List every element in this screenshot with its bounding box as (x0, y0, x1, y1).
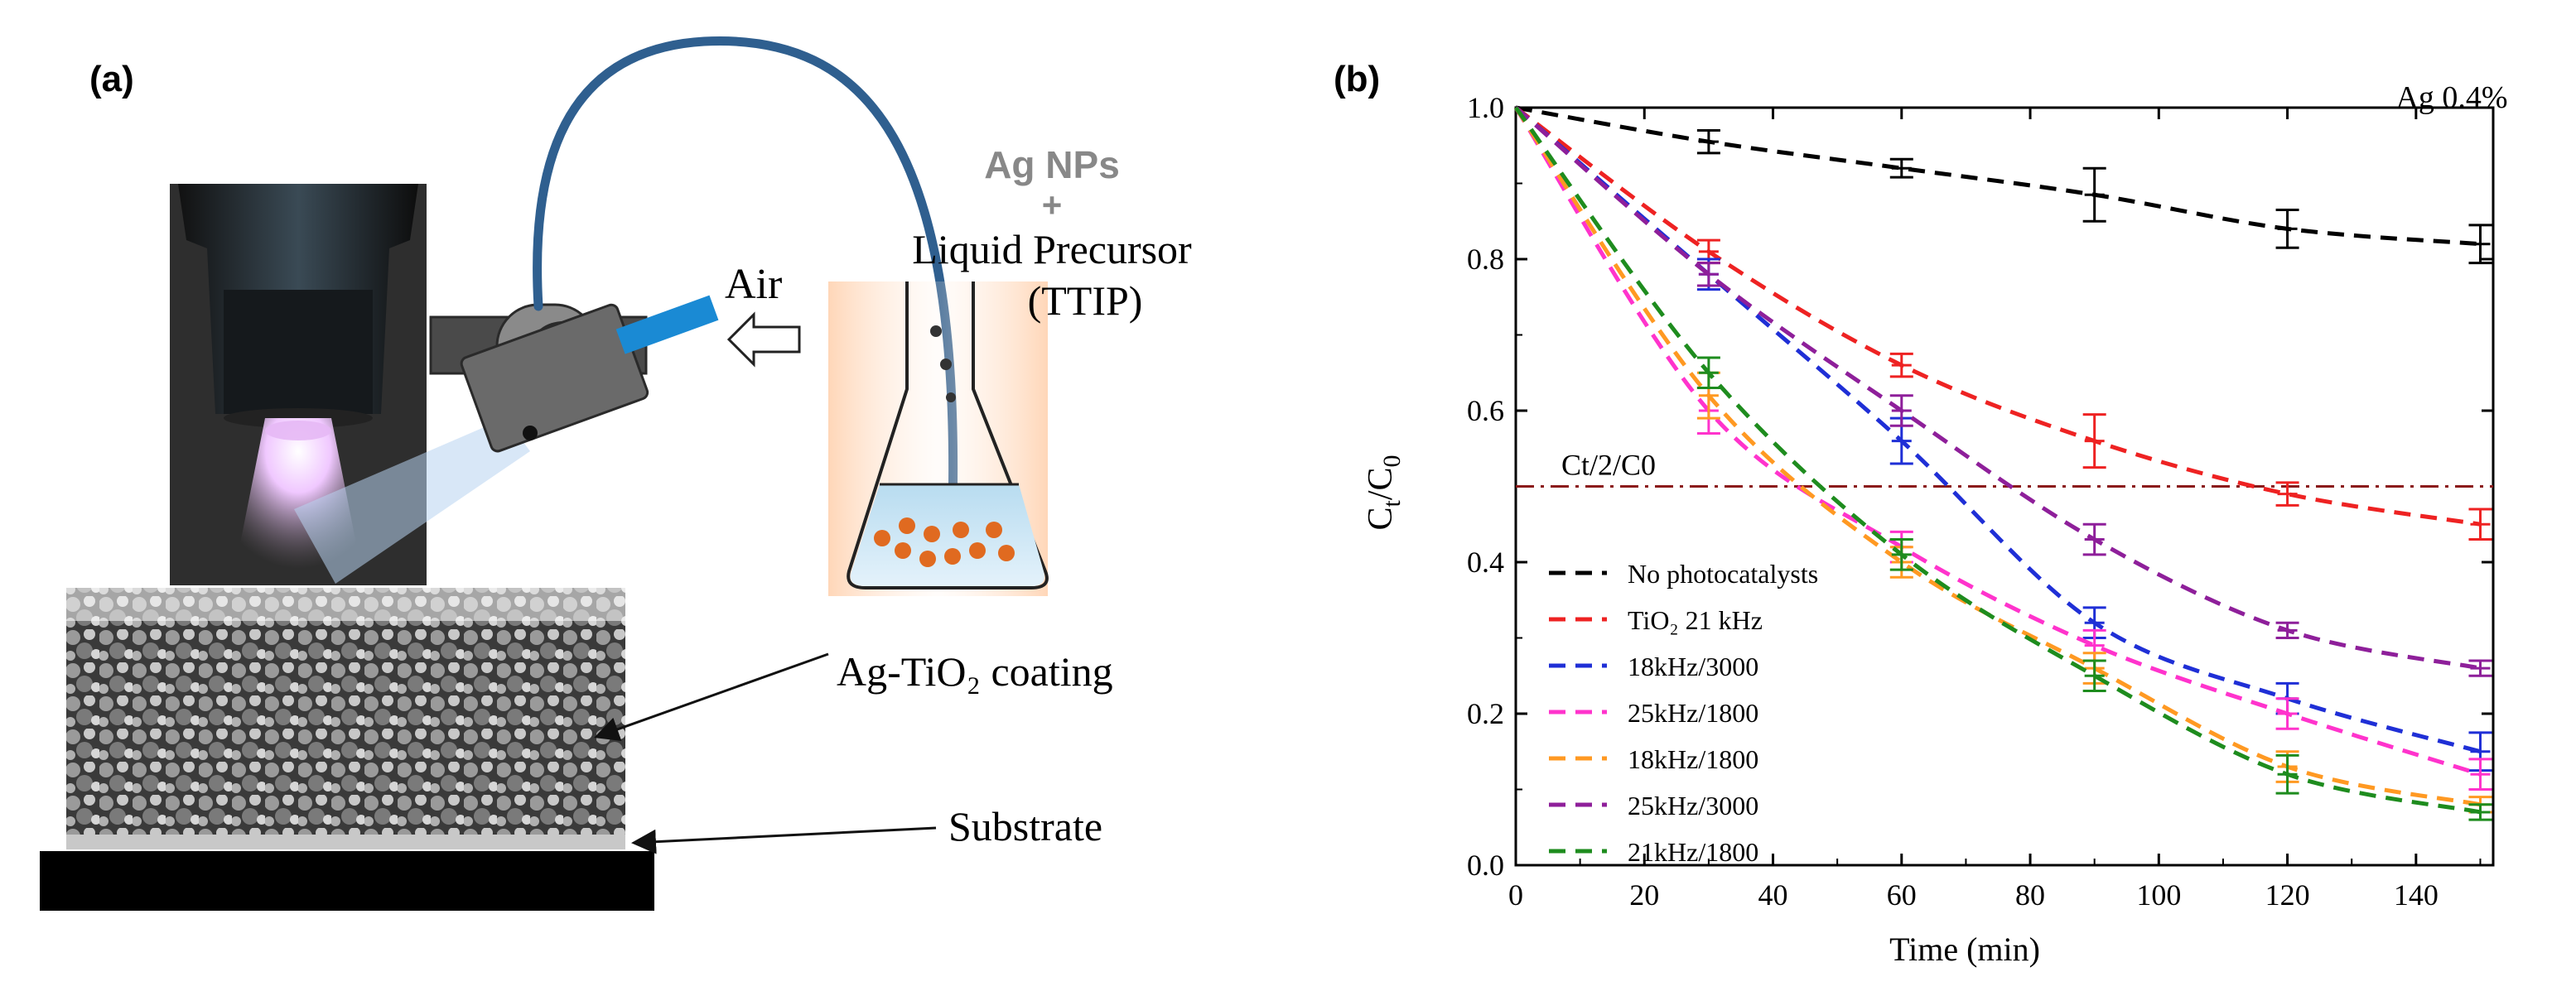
chart-legend: No photocatalysts TiO₂ 21 kHz 18kHz/3000 25… (1549, 559, 1818, 867)
series-line (1513, 106, 2482, 777)
coating-leader-line (594, 652, 829, 742)
x-tick-label-140: 140 (2394, 878, 2439, 912)
coating-sem-image (66, 588, 625, 835)
x-tick-label-100: 100 (2136, 878, 2181, 912)
x-tick-label-40: 40 (1758, 878, 1788, 912)
spray-cone (294, 418, 530, 584)
legend-label-2: TiO₂ 21 kHz (1628, 605, 1763, 635)
series-line (1513, 106, 2481, 815)
panel-b-label: (b) (1334, 59, 1380, 99)
y-tick-label-1.0: 1.0 (1467, 91, 1504, 124)
x-tick-label-120: 120 (2265, 878, 2310, 912)
x-tick-label-20: 20 (1629, 878, 1659, 912)
series-line (1515, 105, 2481, 247)
precursor-tube (533, 36, 958, 518)
legend-label-1: No photocatalysts (1628, 559, 1818, 589)
substrate-layer (66, 835, 625, 849)
substrate-leader-line (631, 826, 937, 854)
chart-annotation: Ag 0.4% (2395, 80, 2507, 115)
substrate-label: Substrate (948, 803, 1102, 849)
plus-sign: + (1042, 185, 1063, 224)
plasma-torch (170, 184, 427, 585)
air-label: Air (725, 261, 782, 308)
y-tick-label-0.8: 0.8 (1467, 243, 1504, 276)
air-inlet-arrow (726, 311, 801, 368)
y-tick-label-0.0: 0.0 (1467, 849, 1504, 882)
series-2 (1514, 105, 2492, 541)
ag-nanoparticles (874, 517, 1015, 567)
x-tick-label-60: 60 (1887, 878, 1917, 912)
substrate-base (40, 851, 654, 911)
legend-label-6: 25kHz/3000 (1628, 791, 1758, 820)
precursor-ttip-label: (TTIP) (1028, 277, 1143, 324)
deposition-schematic: (a) Air (40, 36, 1192, 911)
series-6 (1514, 106, 2492, 677)
degradation-chart: (b) 0 20 40 60 80 100 120 140 0.0 0.2 0.4 0.6 0.8 1.0… (1334, 59, 2508, 968)
panel-b-chart: (b) 0 20 40 60 80 100 120 140 0.0 0.2 0.4 0.6 0.8 1.0… (1292, 0, 2576, 992)
panel-a-label: (a) (89, 59, 134, 99)
reference-line-label: Ct/2/C0 (1561, 449, 1656, 482)
series-7 (1513, 106, 2492, 821)
legend-label-7: 21kHz/1800 (1628, 837, 1758, 867)
y-tick-label-0.2: 0.2 (1467, 697, 1504, 730)
series-line (1514, 106, 2482, 754)
series-4 (1513, 106, 2492, 791)
precursor-label: Liquid Precursor (912, 226, 1192, 272)
series-1 (1515, 105, 2492, 265)
x-tick-label-0: 0 (1508, 878, 1523, 912)
coating-label: Ag-TiO₂ coating (837, 648, 1113, 695)
legend-label-5: 18kHz/1800 (1628, 744, 1758, 774)
x-axis-title: Time (min) (1889, 931, 2040, 968)
ag-nps-label: Ag NPs (984, 143, 1120, 186)
legend-label-4: 25kHz/1800 (1628, 698, 1758, 728)
injector-assembly (429, 295, 719, 453)
precursor-flask (828, 281, 1049, 596)
air-nozzle (615, 295, 719, 354)
plot-area: 0 20 40 60 80 100 120 140 0.0 0.2 0.4 0.6 0.8 1.0 Ct/2… (1467, 91, 2495, 912)
x-tick-label-80: 80 (2015, 878, 2045, 912)
series-line (1514, 105, 2481, 527)
y-tick-label-0.6: 0.6 (1467, 394, 1504, 427)
precursor-liquid (850, 484, 1044, 586)
legend-label-3: 18kHz/3000 (1628, 652, 1758, 681)
panel-a-schematic: (a) Air (0, 0, 1292, 992)
y-axis-title: Ct/C0 (1362, 455, 1406, 530)
y-tick-label-0.4: 0.4 (1467, 546, 1504, 579)
y-axis-title-text: Ct/C0 (1362, 455, 1406, 530)
series-line (1514, 106, 2481, 671)
